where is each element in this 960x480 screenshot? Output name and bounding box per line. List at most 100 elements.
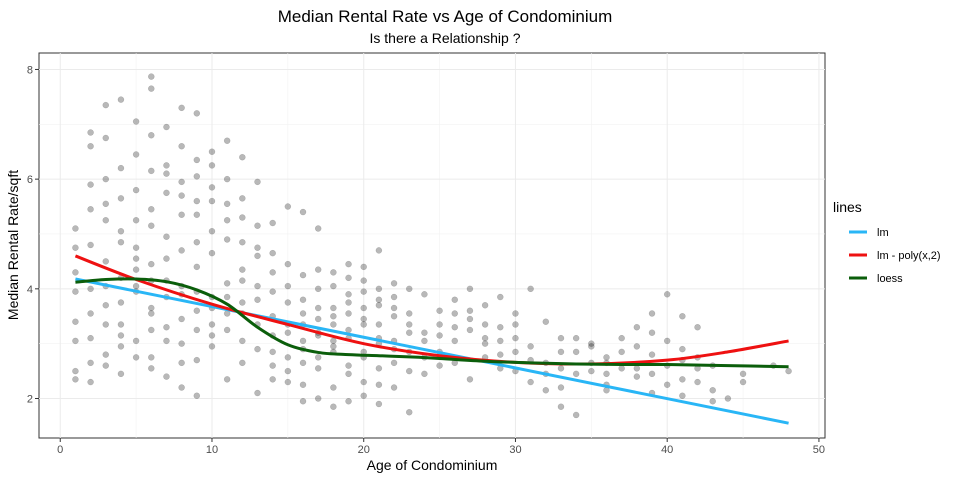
data-point (72, 244, 79, 251)
data-point (178, 211, 185, 218)
data-point (527, 285, 534, 293)
data-point (648, 310, 656, 317)
data-point (375, 247, 383, 254)
y-axis-title: Median Rental Rate/sqft (5, 170, 21, 320)
data-point (330, 313, 337, 320)
data-point (254, 244, 261, 251)
data-point (542, 387, 550, 394)
data-point (648, 351, 656, 358)
data-point (284, 354, 292, 361)
data-point (163, 123, 170, 131)
data-point (390, 304, 398, 312)
data-point (542, 318, 550, 325)
data-point (314, 315, 322, 323)
data-point (390, 293, 398, 301)
data-point (512, 348, 519, 356)
data-point (466, 315, 474, 323)
data-point (148, 167, 155, 175)
data-point (132, 266, 140, 273)
data-point (451, 324, 458, 331)
data-point (360, 378, 367, 386)
data-point (633, 324, 641, 331)
data-point (254, 178, 261, 186)
data-point (254, 222, 261, 229)
data-point (163, 233, 170, 240)
data-point (466, 285, 474, 293)
data-point (223, 293, 231, 301)
chart-subtitle: Is there a Relationship ? (370, 30, 521, 46)
data-point (193, 197, 201, 205)
data-point (132, 354, 140, 361)
data-point (239, 299, 246, 306)
data-point (223, 137, 231, 144)
data-point (572, 411, 580, 419)
data-point (193, 173, 201, 180)
data-point (406, 310, 413, 317)
legend-title: lines (833, 199, 862, 215)
data-point (269, 249, 276, 257)
data-point (284, 367, 292, 375)
data-point (421, 291, 428, 298)
data-point (406, 321, 413, 328)
data-point (193, 356, 201, 364)
data-point (132, 217, 140, 224)
data-point (709, 398, 716, 405)
data-point (284, 203, 292, 210)
data-point (148, 365, 155, 372)
data-point (436, 362, 443, 369)
data-point (375, 302, 383, 309)
data-point (679, 345, 686, 353)
data-point (193, 110, 201, 117)
data-point (694, 324, 701, 331)
data-point (497, 324, 504, 331)
data-point (208, 321, 216, 328)
data-point (87, 241, 94, 249)
data-point (163, 337, 170, 345)
data-point (148, 304, 155, 312)
data-point (239, 239, 246, 246)
chart-title: Median Rental Rate vs Age of Condominium (278, 7, 613, 26)
data-point (512, 310, 519, 317)
data-point (193, 326, 201, 334)
data-point (299, 337, 307, 345)
data-point (588, 367, 595, 375)
data-point (163, 162, 170, 169)
data-point (390, 384, 398, 391)
data-point (208, 249, 216, 257)
data-point (314, 266, 322, 273)
data-point (208, 162, 216, 169)
fit-lines (74, 254, 789, 425)
data-point (208, 184, 216, 191)
data-point (466, 376, 474, 383)
data-point (406, 329, 413, 336)
data-point (314, 354, 322, 361)
data-point (72, 318, 79, 325)
data-point (557, 348, 565, 356)
data-point (299, 296, 307, 303)
data-point (436, 307, 443, 314)
data-point (87, 285, 94, 293)
data-point (330, 304, 337, 312)
data-point (557, 403, 565, 410)
data-point (375, 285, 383, 293)
x-axis-title: Age of Condominium (367, 457, 498, 473)
data-point (314, 285, 322, 293)
x-tick-label: 30 (509, 444, 521, 456)
data-point (223, 175, 231, 183)
data-point (239, 195, 246, 202)
data-point (254, 296, 261, 303)
data-point (87, 310, 94, 317)
data-point (345, 398, 352, 405)
data-point (163, 324, 170, 331)
data-point (724, 395, 732, 402)
data-point (785, 367, 792, 375)
data-point (406, 367, 413, 375)
data-point (330, 343, 337, 350)
data-point (178, 143, 185, 150)
data-point (269, 362, 276, 369)
data-point (239, 266, 246, 273)
data-point (223, 217, 231, 224)
data-point (663, 337, 671, 345)
data-point (679, 392, 686, 399)
